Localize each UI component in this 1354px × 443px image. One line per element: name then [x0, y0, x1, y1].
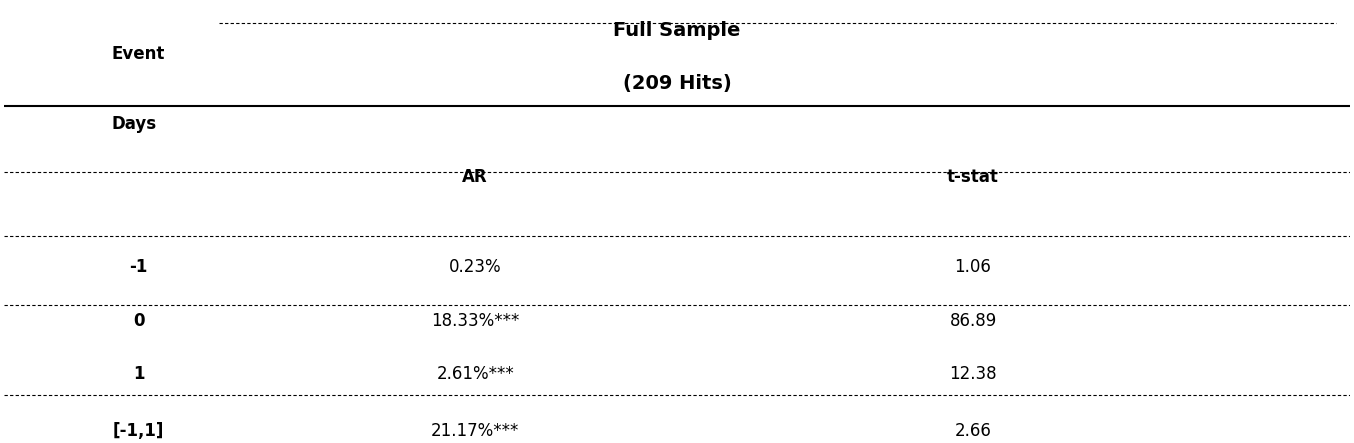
- Text: 0.23%: 0.23%: [448, 258, 501, 276]
- Text: 18.33%***: 18.33%***: [431, 311, 520, 330]
- Text: (209 Hits): (209 Hits): [623, 74, 731, 93]
- Text: 12.38: 12.38: [949, 365, 997, 383]
- Text: t-stat: t-stat: [946, 168, 999, 186]
- Text: 21.17%***: 21.17%***: [431, 422, 520, 440]
- Text: [-1,1]: [-1,1]: [112, 422, 164, 440]
- Text: 86.89: 86.89: [949, 311, 997, 330]
- Text: Full Sample: Full Sample: [613, 20, 741, 39]
- Text: 2.66: 2.66: [955, 422, 991, 440]
- Text: AR: AR: [462, 168, 487, 186]
- Text: 2.61%***: 2.61%***: [436, 365, 515, 383]
- Text: 1.06: 1.06: [955, 258, 991, 276]
- Text: 0: 0: [133, 311, 145, 330]
- Text: 1: 1: [133, 365, 145, 383]
- Text: Event: Event: [112, 45, 165, 63]
- Text: -1: -1: [130, 258, 148, 276]
- Text: Days: Days: [112, 115, 157, 133]
